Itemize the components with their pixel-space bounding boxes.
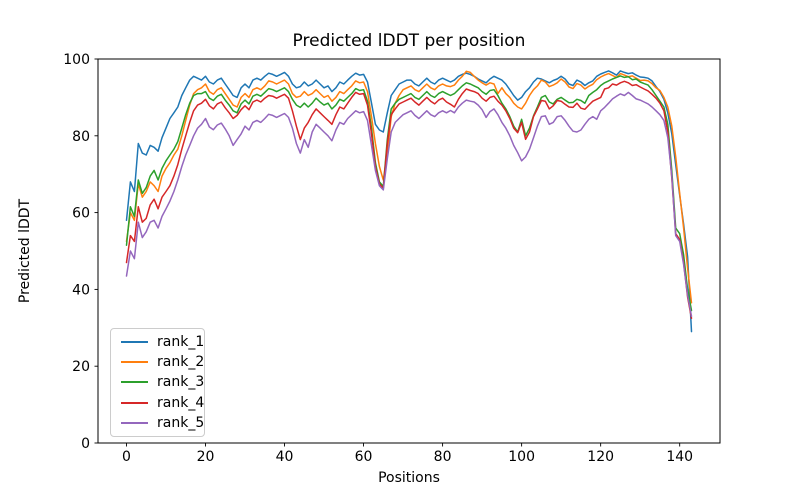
x-tick-label: 140 <box>666 449 693 465</box>
legend-item-rank-4: rank_4 <box>121 393 204 413</box>
y-tick-label: 60 <box>72 206 90 222</box>
chart-title: Predicted lDDT per position <box>292 31 526 51</box>
x-tick-label: 120 <box>587 449 614 465</box>
x-tick-label: 0 <box>122 449 131 465</box>
x-axis-label: Positions <box>378 470 440 486</box>
x-tick-label: 20 <box>197 449 215 465</box>
legend-swatch-rank-1 <box>121 341 148 344</box>
y-tick-label: 100 <box>63 52 90 68</box>
legend-item-rank-3: rank_3 <box>121 372 204 392</box>
legend-label-rank-2: rank_2 <box>157 354 205 371</box>
y-tick-label: 20 <box>72 359 90 375</box>
plot-border <box>97 58 721 444</box>
y-tick-label: 80 <box>72 129 90 145</box>
series-line-rank_4 <box>125 80 693 319</box>
legend-item-rank-2: rank_2 <box>121 352 204 372</box>
legend-swatch-rank-3 <box>121 381 148 384</box>
legend-swatch-rank-2 <box>121 361 148 364</box>
series-line-rank_1 <box>125 70 693 333</box>
x-tick-label: 40 <box>276 449 294 465</box>
legend-label-rank-4: rank_4 <box>157 394 205 411</box>
legend-label-rank-5: rank_5 <box>157 414 205 431</box>
y-tick-label: 40 <box>72 282 90 298</box>
legend-label-rank-3: rank_3 <box>157 374 205 391</box>
y-axis-label: Predicted lDDT <box>17 198 33 304</box>
legend: rank_1 rank_2 rank_3 rank_4 rank_5 <box>110 328 205 437</box>
legend-label-rank-1: rank_1 <box>157 334 205 351</box>
legend-item-rank-5: rank_5 <box>121 413 204 433</box>
series-line-rank_2 <box>125 70 693 304</box>
x-tick-label: 80 <box>434 449 452 465</box>
y-tick-label: 0 <box>81 436 90 452</box>
series-line-rank_3 <box>125 75 693 312</box>
series-line-rank_5 <box>125 91 693 318</box>
legend-swatch-rank-4 <box>121 401 148 404</box>
legend-swatch-rank-5 <box>121 421 148 424</box>
x-tick-label: 100 <box>508 449 535 465</box>
legend-item-rank-1: rank_1 <box>121 332 204 352</box>
x-tick-label: 60 <box>355 449 373 465</box>
